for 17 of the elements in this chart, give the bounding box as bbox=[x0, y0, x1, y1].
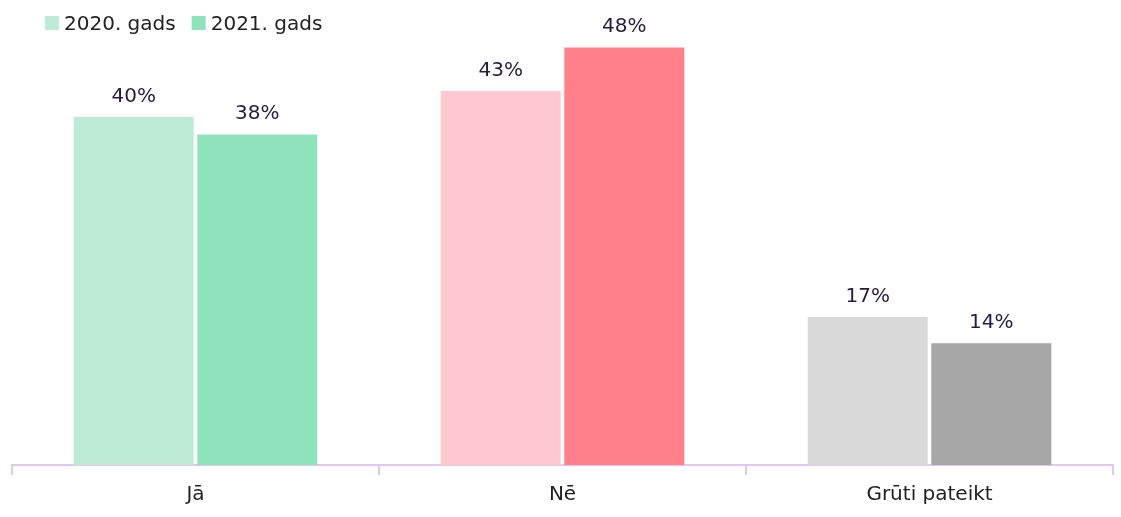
bar bbox=[440, 90, 561, 465]
bar bbox=[931, 343, 1052, 465]
data-label: 14% bbox=[969, 309, 1014, 334]
data-label: 38% bbox=[235, 100, 280, 125]
bar bbox=[564, 47, 685, 465]
data-label: 48% bbox=[602, 13, 647, 38]
x-tick-label: Jā bbox=[184, 481, 205, 505]
x-tick-label: Grūti pateikt bbox=[866, 481, 993, 505]
bar bbox=[197, 134, 318, 465]
legend-label: 2021. gads bbox=[210, 11, 323, 35]
data-label: 43% bbox=[478, 56, 523, 81]
bar bbox=[73, 117, 194, 465]
x-tick-label: Nē bbox=[548, 481, 577, 505]
bar bbox=[807, 317, 928, 465]
legend-label: 2020. gads bbox=[64, 11, 176, 35]
data-label: 17% bbox=[845, 283, 890, 308]
data-label: 40% bbox=[111, 83, 156, 107]
